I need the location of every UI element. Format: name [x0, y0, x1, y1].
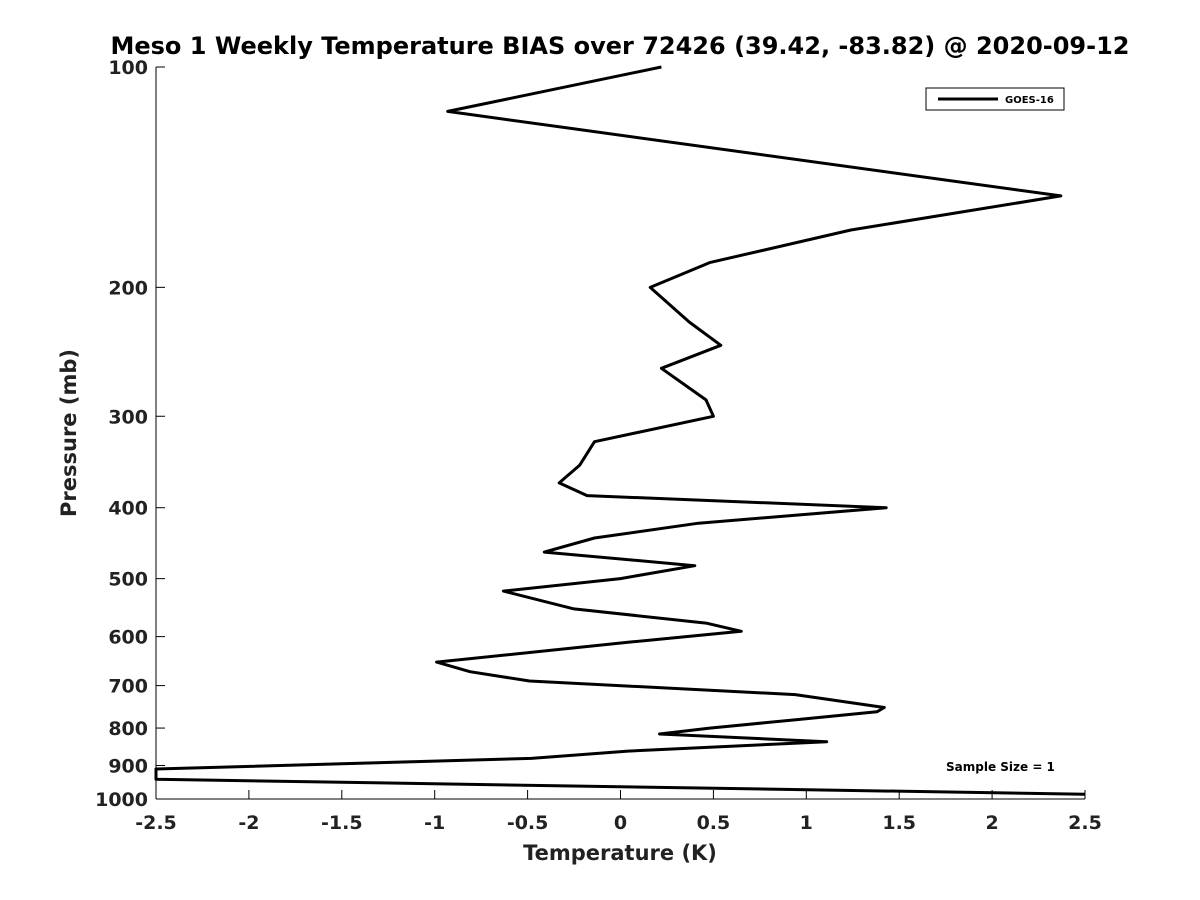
x-tick-label: 2 [985, 812, 998, 834]
sample-size-annotation: Sample Size = 1 [946, 760, 1055, 774]
x-tick-label: -0.5 [507, 812, 549, 834]
x-tick-label: -2 [238, 812, 259, 834]
legend-label: GOES-16 [1005, 95, 1054, 106]
x-tick-label: -2.5 [135, 812, 177, 834]
y-tick-label: 1000 [95, 789, 148, 811]
y-tick-label: 900 [108, 756, 148, 778]
y-tick-label: 100 [108, 57, 148, 79]
x-tick-label: -1 [424, 812, 445, 834]
x-tick-label: 1 [800, 812, 813, 834]
y-ticks: 100 200 300 400 500 600 700 800 900 1000 [95, 57, 165, 811]
y-tick-label: 600 [108, 627, 148, 649]
y-tick-label: 500 [108, 569, 148, 591]
plot-axes [155, 67, 1085, 800]
x-tick-label: 2.5 [1068, 812, 1102, 834]
x-axis-label: Temperature (K) [523, 841, 717, 865]
series-line-goes-16 [154, 65, 1086, 796]
x-tick-label: 0.5 [697, 812, 731, 834]
y-tick-label: 400 [108, 498, 148, 520]
legend: GOES-16 [925, 87, 1065, 111]
y-tick-label: 700 [108, 676, 148, 698]
y-axis-label: Pressure (mb) [57, 349, 81, 517]
y-tick-label: 200 [108, 277, 148, 299]
y-tick-label: 800 [108, 718, 148, 740]
x-ticks: -2.5 -2 -1.5 -1 -0.5 0 0.5 1 1.5 2 2.5 [135, 790, 1102, 834]
chart-title: Meso 1 Weekly Temperature BIAS over 7242… [110, 32, 1129, 60]
x-tick-label: 0 [614, 812, 627, 834]
x-tick-label: -1.5 [321, 812, 363, 834]
y-tick-label: 300 [108, 406, 148, 428]
x-tick-label: 1.5 [882, 812, 916, 834]
